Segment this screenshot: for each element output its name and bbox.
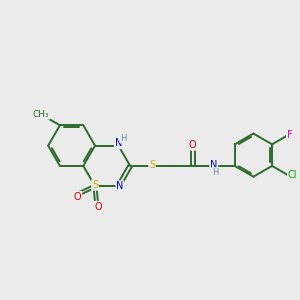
Text: O: O	[94, 202, 102, 212]
Text: CH₃: CH₃	[33, 110, 50, 119]
Text: O: O	[188, 140, 196, 150]
Text: N: N	[115, 138, 122, 148]
Text: Cl: Cl	[288, 170, 297, 180]
Text: H: H	[121, 134, 127, 143]
Text: N: N	[116, 181, 124, 191]
Text: H: H	[212, 168, 218, 177]
Text: O: O	[74, 191, 82, 202]
Text: F: F	[287, 130, 292, 140]
Text: S: S	[149, 160, 155, 170]
Text: N: N	[210, 160, 217, 170]
Text: S: S	[92, 180, 98, 190]
